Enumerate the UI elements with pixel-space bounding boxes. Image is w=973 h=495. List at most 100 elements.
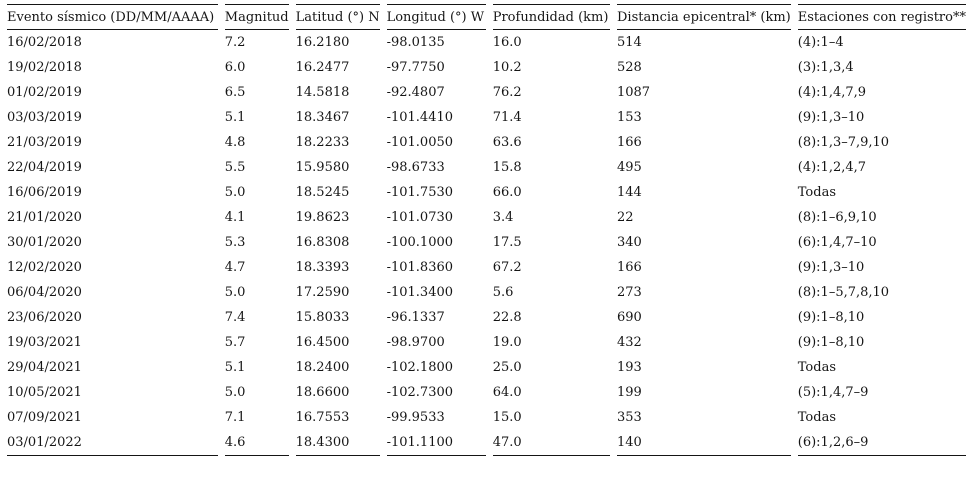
cell-longitud: -98.6733 bbox=[386, 160, 445, 175]
cell-latitud: 16.2180 bbox=[295, 35, 350, 50]
cell-profundidad: 63.6 bbox=[492, 135, 522, 150]
table-row: 10/05/2021 5.0 18.6600 -102.7300 64.0 199 (5):… bbox=[7, 380, 966, 405]
table-row: 21/03/2019 4.8 18.2233 -101.0050 63.6 166 (8):… bbox=[7, 130, 966, 155]
cell-longitud: -101.4410 bbox=[386, 110, 454, 125]
cell-distancia-epicentral: 273 bbox=[616, 285, 642, 300]
cell-distancia-epicentral: 690 bbox=[616, 310, 642, 325]
cell-estaciones: (3):1,3,4 bbox=[797, 60, 854, 75]
cell-evento-sismico: 16/06/2019 bbox=[7, 185, 82, 200]
cell-evento-sismico: 06/04/2020 bbox=[7, 285, 82, 300]
table-row: 22/04/2019 5.5 15.9580 -98.6733 15.8 495 (4):1… bbox=[7, 155, 966, 180]
cell-magnitud: 5.0 bbox=[224, 185, 246, 200]
cell-profundidad: 10.2 bbox=[492, 60, 522, 75]
cell-evento-sismico: 12/02/2020 bbox=[7, 260, 82, 275]
cell-estaciones: (9):1,3–10 bbox=[797, 260, 865, 275]
cell-latitud: 19.8623 bbox=[295, 210, 350, 225]
column-header-evento-sismico: Evento sísmico (DD/MM/AAAA) bbox=[7, 4, 218, 30]
cell-longitud: -101.8360 bbox=[386, 260, 454, 275]
cell-magnitud: 7.2 bbox=[224, 35, 246, 50]
cell-profundidad: 5.6 bbox=[492, 285, 514, 300]
cell-latitud: 18.4300 bbox=[295, 430, 380, 456]
cell-evento-sismico: 19/03/2021 bbox=[7, 335, 82, 350]
table-row: 06/04/2020 5.0 17.2590 -101.3400 5.6 273 (8):1… bbox=[7, 280, 966, 305]
cell-longitud: -96.1337 bbox=[386, 310, 445, 325]
cell-distancia-epicentral: 144 bbox=[616, 185, 642, 200]
cell-profundidad: 22.8 bbox=[492, 310, 522, 325]
cell-estaciones: (4):1,2,4,7 bbox=[797, 160, 867, 175]
cell-longitud: -101.3400 bbox=[386, 285, 454, 300]
cell-evento-sismico: 29/04/2021 bbox=[7, 360, 82, 375]
column-header-profundidad: Profundidad (km) bbox=[492, 4, 610, 30]
cell-distancia-epicentral: 199 bbox=[616, 385, 642, 400]
cell-longitud: -97.7750 bbox=[386, 60, 445, 75]
cell-latitud: 18.2233 bbox=[295, 135, 350, 150]
cell-longitud: -101.7530 bbox=[386, 185, 454, 200]
table-row: 01/02/2019 6.5 14.5818 -92.4807 76.2 1087 (4):… bbox=[7, 80, 966, 105]
cell-magnitud: 6.5 bbox=[224, 85, 246, 100]
column-header-estaciones: Estaciones con registro** bbox=[797, 4, 966, 30]
cell-longitud: -101.1100 bbox=[386, 430, 486, 456]
cell-magnitud: 7.1 bbox=[224, 410, 246, 425]
cell-latitud: 16.7553 bbox=[295, 410, 350, 425]
table-row: 23/06/2020 7.4 15.8033 -96.1337 22.8 690 (9):1… bbox=[7, 305, 966, 330]
cell-magnitud: 4.7 bbox=[224, 260, 246, 275]
cell-evento-sismico: 03/03/2019 bbox=[7, 110, 82, 125]
cell-profundidad: 15.0 bbox=[492, 410, 522, 425]
cell-estaciones: (9):1–8,10 bbox=[797, 310, 865, 325]
cell-latitud: 16.4500 bbox=[295, 335, 350, 350]
cell-latitud: 16.8308 bbox=[295, 235, 350, 250]
column-header-magnitud: Magnitud bbox=[224, 4, 289, 30]
cell-profundidad: 19.0 bbox=[492, 335, 522, 350]
cell-latitud: 16.2477 bbox=[295, 60, 350, 75]
cell-latitud: 18.2400 bbox=[295, 360, 350, 375]
cell-profundidad: 71.4 bbox=[492, 110, 522, 125]
cell-longitud: -98.9700 bbox=[386, 335, 445, 350]
cell-distancia-epicentral: 340 bbox=[616, 235, 642, 250]
cell-evento-sismico: 10/05/2021 bbox=[7, 385, 82, 400]
cell-magnitud: 5.5 bbox=[224, 160, 246, 175]
seismic-events-table: Evento sísmico (DD/MM/AAAA) Magnitud Lat… bbox=[0, 4, 973, 456]
cell-distancia-epicentral: 153 bbox=[616, 110, 642, 125]
cell-profundidad: 16.0 bbox=[492, 35, 522, 50]
cell-estaciones: (8):1–6,9,10 bbox=[797, 210, 877, 225]
cell-magnitud: 5.3 bbox=[224, 235, 246, 250]
cell-profundidad: 66.0 bbox=[492, 185, 522, 200]
cell-magnitud: 6.0 bbox=[224, 60, 246, 75]
cell-magnitud: 7.4 bbox=[224, 310, 246, 325]
cell-magnitud: 4.8 bbox=[224, 135, 246, 150]
cell-profundidad: 47.0 bbox=[492, 430, 610, 456]
cell-longitud: -101.0730 bbox=[386, 210, 454, 225]
cell-distancia-epicentral: 514 bbox=[616, 35, 642, 50]
cell-evento-sismico: 22/04/2019 bbox=[7, 160, 82, 175]
cell-evento-sismico: 23/06/2020 bbox=[7, 310, 82, 325]
table-row: 29/04/2021 5.1 18.2400 -102.1800 25.0 193 Toda… bbox=[7, 355, 966, 380]
cell-estaciones: (4):1,4,7,9 bbox=[797, 85, 867, 100]
cell-estaciones: (9):1–8,10 bbox=[797, 335, 865, 350]
cell-estaciones: Todas bbox=[797, 360, 836, 375]
table-row: 03/03/2019 5.1 18.3467 -101.4410 71.4 153 (9):… bbox=[7, 105, 966, 130]
table-row: 30/01/2020 5.3 16.8308 -100.1000 17.5 340 (6):… bbox=[7, 230, 966, 255]
table-row: 16/06/2019 5.0 18.5245 -101.7530 66.0 144 Toda… bbox=[7, 180, 966, 205]
cell-magnitud: 5.1 bbox=[224, 110, 246, 125]
cell-estaciones: (4):1–4 bbox=[797, 35, 844, 50]
cell-estaciones: (5):1,4,7–9 bbox=[797, 385, 869, 400]
cell-estaciones: (6):1,2,6–9 bbox=[797, 430, 966, 456]
cell-evento-sismico: 21/03/2019 bbox=[7, 135, 82, 150]
cell-evento-sismico: 16/02/2018 bbox=[7, 35, 82, 50]
cell-profundidad: 17.5 bbox=[492, 235, 522, 250]
cell-magnitud: 4.1 bbox=[224, 210, 246, 225]
column-header-latitud: Latitud (°) N bbox=[295, 4, 380, 30]
cell-latitud: 18.3393 bbox=[295, 260, 350, 275]
cell-profundidad: 15.8 bbox=[492, 160, 522, 175]
cell-distancia-epicentral: 140 bbox=[616, 430, 791, 456]
cell-latitud: 18.3467 bbox=[295, 110, 350, 125]
table-body: 16/02/2018 7.2 16.2180 -98.0135 16.0 514 (4):1… bbox=[7, 30, 966, 456]
cell-longitud: -102.7300 bbox=[386, 385, 454, 400]
table-row: 03/01/2022 4.6 18.4300 -101.1100 47.0 140 (6):… bbox=[7, 430, 966, 456]
cell-longitud: -102.1800 bbox=[386, 360, 454, 375]
cell-distancia-epicentral: 22 bbox=[616, 210, 634, 225]
cell-latitud: 15.8033 bbox=[295, 310, 350, 325]
cell-magnitud: 5.7 bbox=[224, 335, 246, 350]
cell-profundidad: 67.2 bbox=[492, 260, 522, 275]
cell-longitud: -101.0050 bbox=[386, 135, 454, 150]
